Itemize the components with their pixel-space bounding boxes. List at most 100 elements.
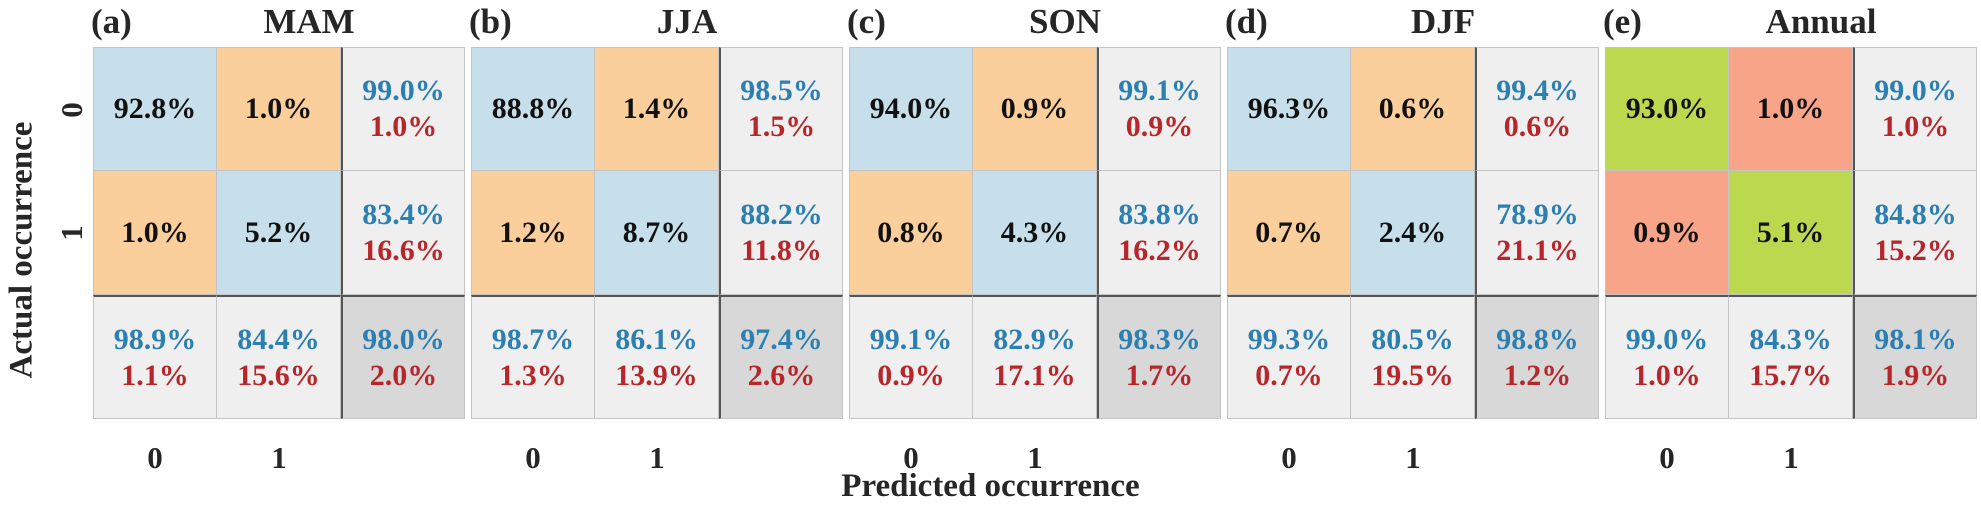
correct-rate: 99.0% bbox=[1874, 74, 1957, 107]
panel-title: SON bbox=[1029, 2, 1101, 41]
error-rate: 16.6% bbox=[362, 233, 445, 267]
matrix-cell: 88.8% bbox=[471, 47, 595, 171]
x-tick-1: 1 bbox=[1405, 440, 1421, 475]
cell-value: 0.6% bbox=[1378, 92, 1447, 125]
row-summary-cell: 99.4% 0.6% bbox=[1475, 47, 1599, 171]
panel-jja: (b) JJA 88.8% 1.4% 98.5% 1.5% 1.2% 8.7% 88.2% 11.… bbox=[469, 0, 851, 475]
confusion-matrix: 93.0% 1.0% 99.0% 1.0% 0.9% 5.1% 84.8% 15.2% 99.0… bbox=[1605, 47, 1977, 419]
error-rate: 15.7% bbox=[1749, 358, 1832, 392]
error-rate: 15.2% bbox=[1874, 233, 1957, 267]
cell-value: 92.8% bbox=[113, 92, 197, 125]
cell-value: 1.0% bbox=[121, 215, 189, 249]
x-axis-label: Predicted occurrence bbox=[841, 468, 1140, 504]
x-tick-0: 0 bbox=[147, 440, 163, 475]
x-tick-1: 1 bbox=[1027, 440, 1043, 475]
error-rate: 19.5% bbox=[1371, 358, 1454, 392]
panel-label: (c) bbox=[847, 2, 886, 41]
col-summary-cell: 84.4% 15.6% bbox=[217, 295, 341, 419]
confusion-matrix: 96.3% 0.6% 99.4% 0.6% 0.7% 2.4% 78.9% 21.1% 99.3… bbox=[1227, 47, 1599, 419]
row-summary-cell: 83.4% 16.6% bbox=[341, 171, 465, 295]
matrix-cell: 5.2% bbox=[217, 171, 341, 295]
error-rate: 0.6% bbox=[1503, 110, 1572, 143]
error-rate: 0.9% bbox=[877, 358, 945, 392]
col-summary-cell: 82.9% 17.1% bbox=[973, 295, 1097, 419]
cell-value: 94.0% bbox=[869, 92, 953, 125]
matrix-cell: 4.3% bbox=[973, 171, 1097, 295]
row-summary-cell: 99.0% 1.0% bbox=[341, 47, 465, 171]
correct-rate: 82.9% bbox=[993, 322, 1076, 356]
overall-accuracy-cell: 97.4% 2.6% bbox=[719, 295, 843, 419]
error-rate: 15.6% bbox=[237, 358, 320, 392]
panel-label: (d) bbox=[1225, 2, 1268, 41]
correct-rate: 97.4% bbox=[740, 322, 823, 356]
panel-title: MAM bbox=[263, 2, 355, 41]
panel-mam: (a) MAM 92.8% 1.0% 99.0% 1.0% 1.0% 5.2% 83.4% 16.… bbox=[91, 0, 473, 475]
error-rate: 0.9% bbox=[1125, 110, 1194, 143]
overall-accuracy-cell: 98.0% 2.0% bbox=[341, 295, 465, 419]
col-summary-cell: 86.1% 13.9% bbox=[595, 295, 719, 419]
matrix-cell: 0.9% bbox=[1605, 171, 1729, 295]
col-summary-cell: 99.3% 0.7% bbox=[1227, 295, 1351, 419]
col-summary-cell: 80.5% 19.5% bbox=[1351, 295, 1475, 419]
error-rate: 1.1% bbox=[121, 358, 189, 392]
confusion-matrix: 94.0% 0.9% 99.1% 0.9% 0.8% 4.3% 83.8% 16.2% 99.1… bbox=[849, 47, 1221, 419]
cell-value: 1.4% bbox=[622, 92, 691, 125]
error-rate: 1.5% bbox=[747, 110, 816, 143]
correct-rate: 86.1% bbox=[615, 322, 698, 356]
error-rate: 2.0% bbox=[369, 358, 438, 392]
panel-title: JJA bbox=[656, 2, 718, 41]
correct-rate: 98.0% bbox=[362, 322, 445, 356]
error-rate: 11.8% bbox=[741, 233, 822, 267]
x-tick-0: 0 bbox=[1659, 440, 1675, 475]
correct-rate: 88.2% bbox=[740, 197, 823, 231]
matrix-cell: 0.7% bbox=[1227, 171, 1351, 295]
panel-title: Annual bbox=[1765, 2, 1877, 41]
x-tick-1: 1 bbox=[271, 440, 287, 475]
matrix-cell: 94.0% bbox=[849, 47, 973, 171]
col-summary-cell: 99.1% 0.9% bbox=[849, 295, 973, 419]
matrix-cell: 0.9% bbox=[973, 47, 1097, 171]
correct-rate: 83.4% bbox=[362, 197, 445, 231]
panel-son: (c) SON 94.0% 0.9% 99.1% 0.9% 0.8% 4.3% 83.8% 16.… bbox=[847, 0, 1229, 475]
x-tick-0: 0 bbox=[525, 440, 541, 475]
correct-rate: 98.5% bbox=[740, 74, 823, 107]
error-rate: 17.1% bbox=[993, 358, 1076, 392]
error-rate: 1.9% bbox=[1881, 358, 1950, 392]
x-tick-1: 1 bbox=[1783, 440, 1799, 475]
matrix-cell: 5.1% bbox=[1729, 171, 1853, 295]
correct-rate: 80.5% bbox=[1371, 322, 1454, 356]
error-rate: 1.7% bbox=[1125, 358, 1194, 392]
correct-rate: 84.3% bbox=[1749, 322, 1832, 356]
error-rate: 1.2% bbox=[1503, 358, 1572, 392]
col-summary-cell: 98.7% 1.3% bbox=[471, 295, 595, 419]
error-rate: 0.7% bbox=[1255, 358, 1323, 392]
overall-accuracy-cell: 98.8% 1.2% bbox=[1475, 295, 1599, 419]
cell-value: 2.4% bbox=[1378, 215, 1447, 249]
row-summary-cell: 99.0% 1.0% bbox=[1853, 47, 1977, 171]
panel-title: DJF bbox=[1410, 2, 1476, 41]
correct-rate: 99.0% bbox=[1625, 322, 1709, 356]
correct-rate: 99.4% bbox=[1496, 74, 1579, 107]
matrix-cell: 1.2% bbox=[471, 171, 595, 295]
cell-value: 0.9% bbox=[1000, 92, 1069, 125]
panel-djf: (d) DJF 96.3% 0.6% 99.4% 0.6% 0.7% 2.4% 78.9% 21.… bbox=[1225, 0, 1607, 475]
col-summary-cell: 84.3% 15.7% bbox=[1729, 295, 1853, 419]
correct-rate: 99.0% bbox=[362, 74, 445, 107]
confusion-matrix: 88.8% 1.4% 98.5% 1.5% 1.2% 8.7% 88.2% 11.8% 98.7… bbox=[471, 47, 843, 419]
cell-value: 0.7% bbox=[1255, 215, 1323, 249]
cell-value: 93.0% bbox=[1625, 92, 1709, 125]
col-summary-cell: 99.0% 1.0% bbox=[1605, 295, 1729, 419]
row-summary-cell: 84.8% 15.2% bbox=[1853, 171, 1977, 295]
cell-value: 1.0% bbox=[244, 92, 313, 125]
matrix-cell: 1.4% bbox=[595, 47, 719, 171]
x-tick-0: 0 bbox=[1281, 440, 1297, 475]
correct-rate: 99.3% bbox=[1247, 322, 1331, 356]
cell-value: 1.0% bbox=[1756, 92, 1825, 125]
x-tick-1: 1 bbox=[649, 440, 665, 475]
panel-label: (b) bbox=[469, 2, 512, 41]
cell-value: 0.9% bbox=[1633, 215, 1701, 249]
